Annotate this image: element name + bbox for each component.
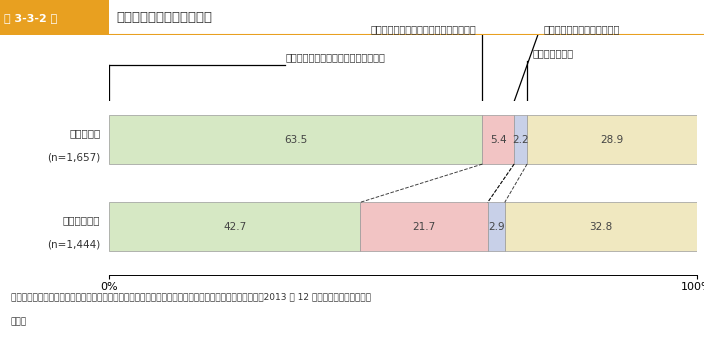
Text: 42.7: 42.7 bbox=[223, 222, 246, 232]
Text: 自分の代で廃業することもやむを得ない: 自分の代で廃業することもやむを得ない bbox=[371, 24, 477, 34]
Bar bbox=[360, 202, 488, 251]
Bar bbox=[109, 202, 360, 251]
Bar bbox=[505, 202, 698, 251]
Text: 63.5: 63.5 bbox=[284, 135, 308, 145]
Text: 小規模事業者: 小規模事業者 bbox=[63, 215, 101, 225]
Text: 中規模企業: 中規模企業 bbox=[69, 128, 101, 138]
Text: (n=1,444): (n=1,444) bbox=[47, 239, 101, 249]
Bar bbox=[527, 115, 697, 164]
Text: 2.2: 2.2 bbox=[513, 135, 529, 145]
Bar bbox=[482, 115, 514, 164]
Text: 21.7: 21.7 bbox=[413, 222, 436, 232]
Text: まだ分からない: まだ分からない bbox=[533, 49, 574, 58]
Bar bbox=[109, 115, 482, 164]
Text: 28.9: 28.9 bbox=[601, 135, 624, 145]
Text: 現経営者の事業継続の意思: 現経営者の事業継続の意思 bbox=[116, 11, 212, 24]
Bar bbox=[488, 202, 505, 251]
Bar bbox=[0, 0, 109, 35]
Text: 32.8: 32.8 bbox=[589, 222, 612, 232]
Text: 自分の代で事業を売却したい: 自分の代で事業を売却したい bbox=[543, 24, 620, 34]
Bar bbox=[514, 115, 527, 164]
Text: 事業を何らかの形で他者に引継ぎたい: 事業を何らかの形で他者に引継ぎたい bbox=[286, 52, 385, 62]
Text: 資料：中小企業庁委託「中小企業者・小規模企業者の経営実態及び事業承継に関するアンケート調査」（2013 年 12 月、（株）帝国データバ: 資料：中小企業庁委託「中小企業者・小規模企業者の経営実態及び事業承継に関するアン… bbox=[11, 292, 370, 301]
Text: ンク）: ンク） bbox=[11, 317, 27, 327]
Text: (n=1,657): (n=1,657) bbox=[47, 152, 101, 162]
Text: 2.9: 2.9 bbox=[488, 222, 505, 232]
Text: 5.4: 5.4 bbox=[490, 135, 507, 145]
Text: 第 3-3-2 図: 第 3-3-2 図 bbox=[4, 13, 57, 23]
